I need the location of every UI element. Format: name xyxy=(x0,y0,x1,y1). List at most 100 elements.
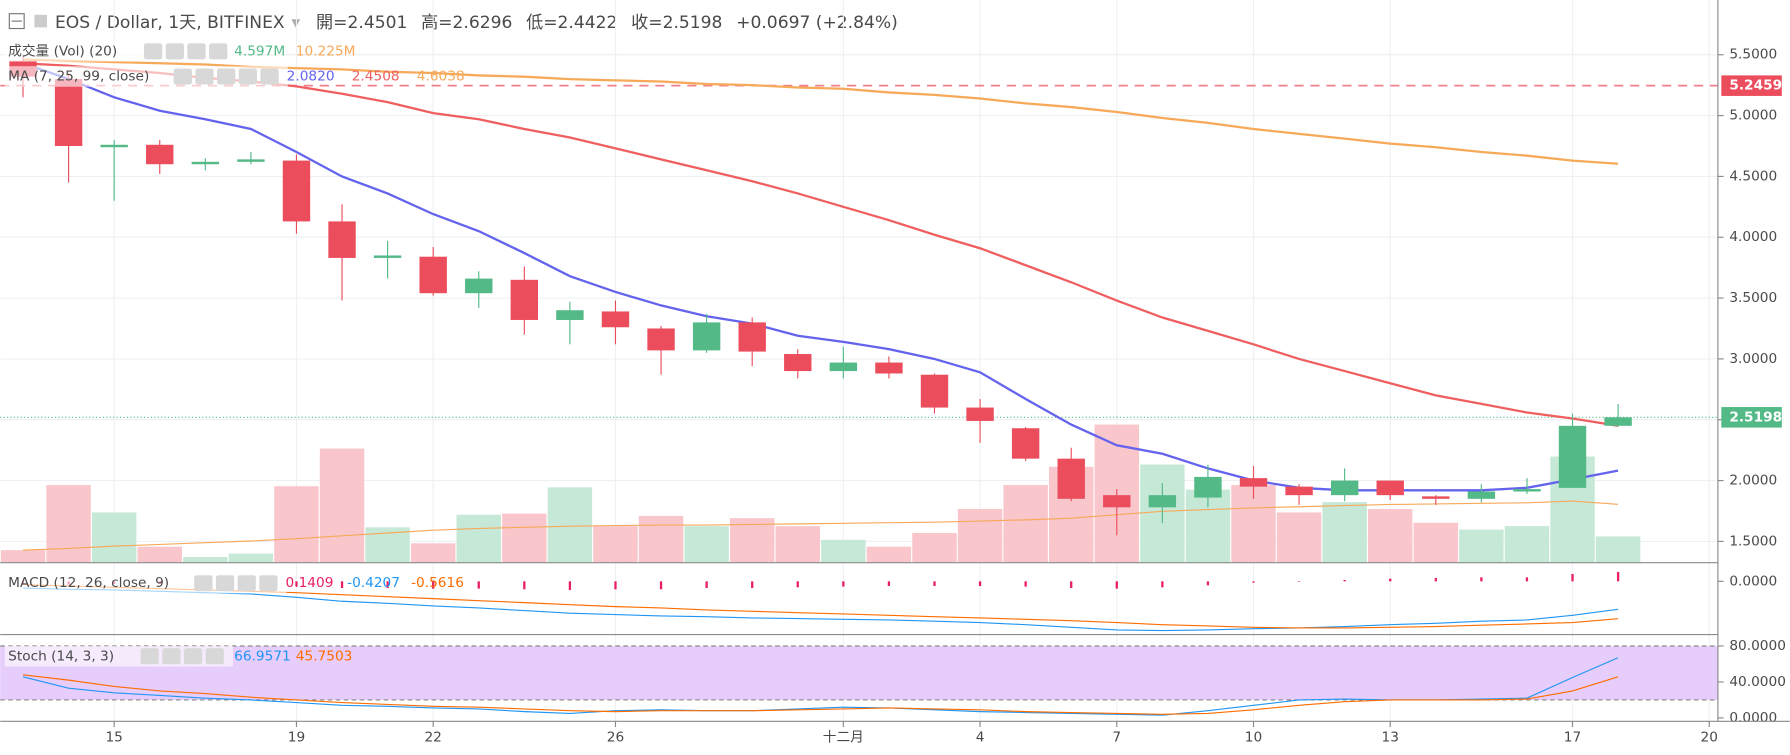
y-tick-label: 3.5000 xyxy=(1729,290,1777,306)
legend-icon[interactable] xyxy=(259,575,278,592)
legend-value: 4.6038 xyxy=(417,68,465,84)
low-value: 2.4422 xyxy=(558,13,618,33)
macd-histogram-bar xyxy=(1024,581,1027,587)
macd-histogram-bar xyxy=(705,581,708,588)
macd-histogram-bar xyxy=(1161,581,1164,588)
legend-icon[interactable] xyxy=(217,68,236,85)
candle-body xyxy=(1148,495,1177,508)
legend-title: Stoch (14, 3, 3) xyxy=(8,648,114,664)
legend-icon[interactable] xyxy=(195,68,214,85)
volume-bar xyxy=(821,539,866,563)
volume-bar xyxy=(1322,502,1367,563)
volume-bar xyxy=(1003,485,1048,563)
legend-icon[interactable] xyxy=(205,648,224,665)
macd-histogram-bar xyxy=(842,581,845,587)
candle-body xyxy=(601,311,630,328)
volume-bar xyxy=(228,553,274,563)
candle-body xyxy=(1011,428,1040,459)
macd-histogram-bar xyxy=(933,581,936,586)
volume-bar xyxy=(684,526,729,563)
open-label: 開= xyxy=(316,13,347,33)
macd-histogram-bar xyxy=(1616,571,1620,582)
candle-body xyxy=(1239,478,1268,487)
volume-bar xyxy=(1504,526,1550,563)
candle-body xyxy=(1604,417,1632,426)
candle-body xyxy=(419,256,447,294)
legend-icon[interactable] xyxy=(140,648,159,665)
volume-bar xyxy=(46,485,91,563)
legend-icon[interactable] xyxy=(162,648,181,665)
price-label: 2.5198 xyxy=(1729,409,1782,425)
legend-icon[interactable] xyxy=(173,68,192,85)
x-tick-label: 4 xyxy=(976,729,985,745)
legend-icon[interactable] xyxy=(237,575,256,592)
legend-value: 10.225M xyxy=(296,43,356,59)
candle-body xyxy=(1558,425,1587,488)
legend-icon[interactable] xyxy=(194,575,213,592)
legend-icon[interactable] xyxy=(238,68,257,85)
x-tick-label: 19 xyxy=(288,729,305,745)
legend-icon[interactable] xyxy=(144,43,163,60)
volume-bar xyxy=(1459,529,1504,563)
volume-bar xyxy=(775,526,820,563)
x-tick-label: 20 xyxy=(1701,729,1718,745)
candle-body xyxy=(1330,480,1359,496)
x-tick-label: 15 xyxy=(105,729,122,745)
y-tick-label: 3.0000 xyxy=(1729,351,1777,367)
volume-bar xyxy=(137,546,182,563)
volume-bar xyxy=(456,514,501,563)
candle-body xyxy=(966,407,994,421)
legend-icon[interactable] xyxy=(260,68,279,85)
candle-body xyxy=(1467,491,1496,499)
x-tick-label: 13 xyxy=(1382,729,1399,745)
symbol-title: EOS / Dollar, 1天, BITFINEX xyxy=(55,13,285,33)
candle-body xyxy=(1422,496,1450,499)
macd-histogram-bar xyxy=(1434,577,1437,582)
macd-histogram-bar xyxy=(796,581,799,588)
legend-icon[interactable] xyxy=(209,43,228,60)
high-value: 2.6296 xyxy=(453,13,513,33)
legend-title: MA (7, 25, 99, close) xyxy=(8,68,149,84)
symbol-icon xyxy=(34,14,47,28)
x-tick-label: 十二月 xyxy=(823,729,864,745)
candle-body xyxy=(920,374,949,408)
volume-bar xyxy=(1276,512,1322,563)
y-tick-label: 4.5000 xyxy=(1729,168,1777,184)
volume-bar xyxy=(183,556,228,563)
legend-title: MACD (12, 26, close, 9) xyxy=(8,575,169,591)
open-value: 2.4501 xyxy=(348,13,408,33)
macd-histogram-bar xyxy=(751,581,754,588)
candle-body xyxy=(738,322,766,352)
macd-histogram-bar xyxy=(1571,573,1574,582)
macd-histogram-bar xyxy=(1070,581,1073,588)
candle-body xyxy=(465,278,493,294)
high-label: 高= xyxy=(421,13,452,33)
collapse-icon[interactable] xyxy=(8,13,25,30)
legend-icon[interactable] xyxy=(215,575,235,592)
legend-icon[interactable] xyxy=(165,43,184,60)
volume-bar xyxy=(91,512,137,563)
macd-line xyxy=(23,587,1619,632)
legend-icon[interactable] xyxy=(183,648,203,665)
y-tick-label: 80.0000 xyxy=(1729,638,1786,654)
volume-bar xyxy=(638,515,684,563)
macd-histogram-bar xyxy=(978,581,982,586)
volume-bar xyxy=(410,543,456,563)
legend-value: -0.5616 xyxy=(411,575,464,591)
candle-body xyxy=(1285,486,1313,496)
macd-histogram-bar xyxy=(1206,581,1210,586)
macd-histogram-bar xyxy=(659,581,663,590)
y-tick-label: 0.0000 xyxy=(1729,573,1777,589)
legend-icon[interactable] xyxy=(187,43,206,60)
candle-body xyxy=(237,159,265,162)
stoch-line xyxy=(22,674,1619,715)
candle-body xyxy=(875,362,903,374)
candle-body xyxy=(510,279,539,320)
candle-body xyxy=(191,161,220,165)
price-label: 5.2459 xyxy=(1729,78,1782,94)
legend-value: 2.4508 xyxy=(352,68,400,84)
volume-bar xyxy=(0,550,46,563)
macd-histogram-bar xyxy=(1115,581,1118,589)
x-tick-label: 22 xyxy=(424,729,441,745)
